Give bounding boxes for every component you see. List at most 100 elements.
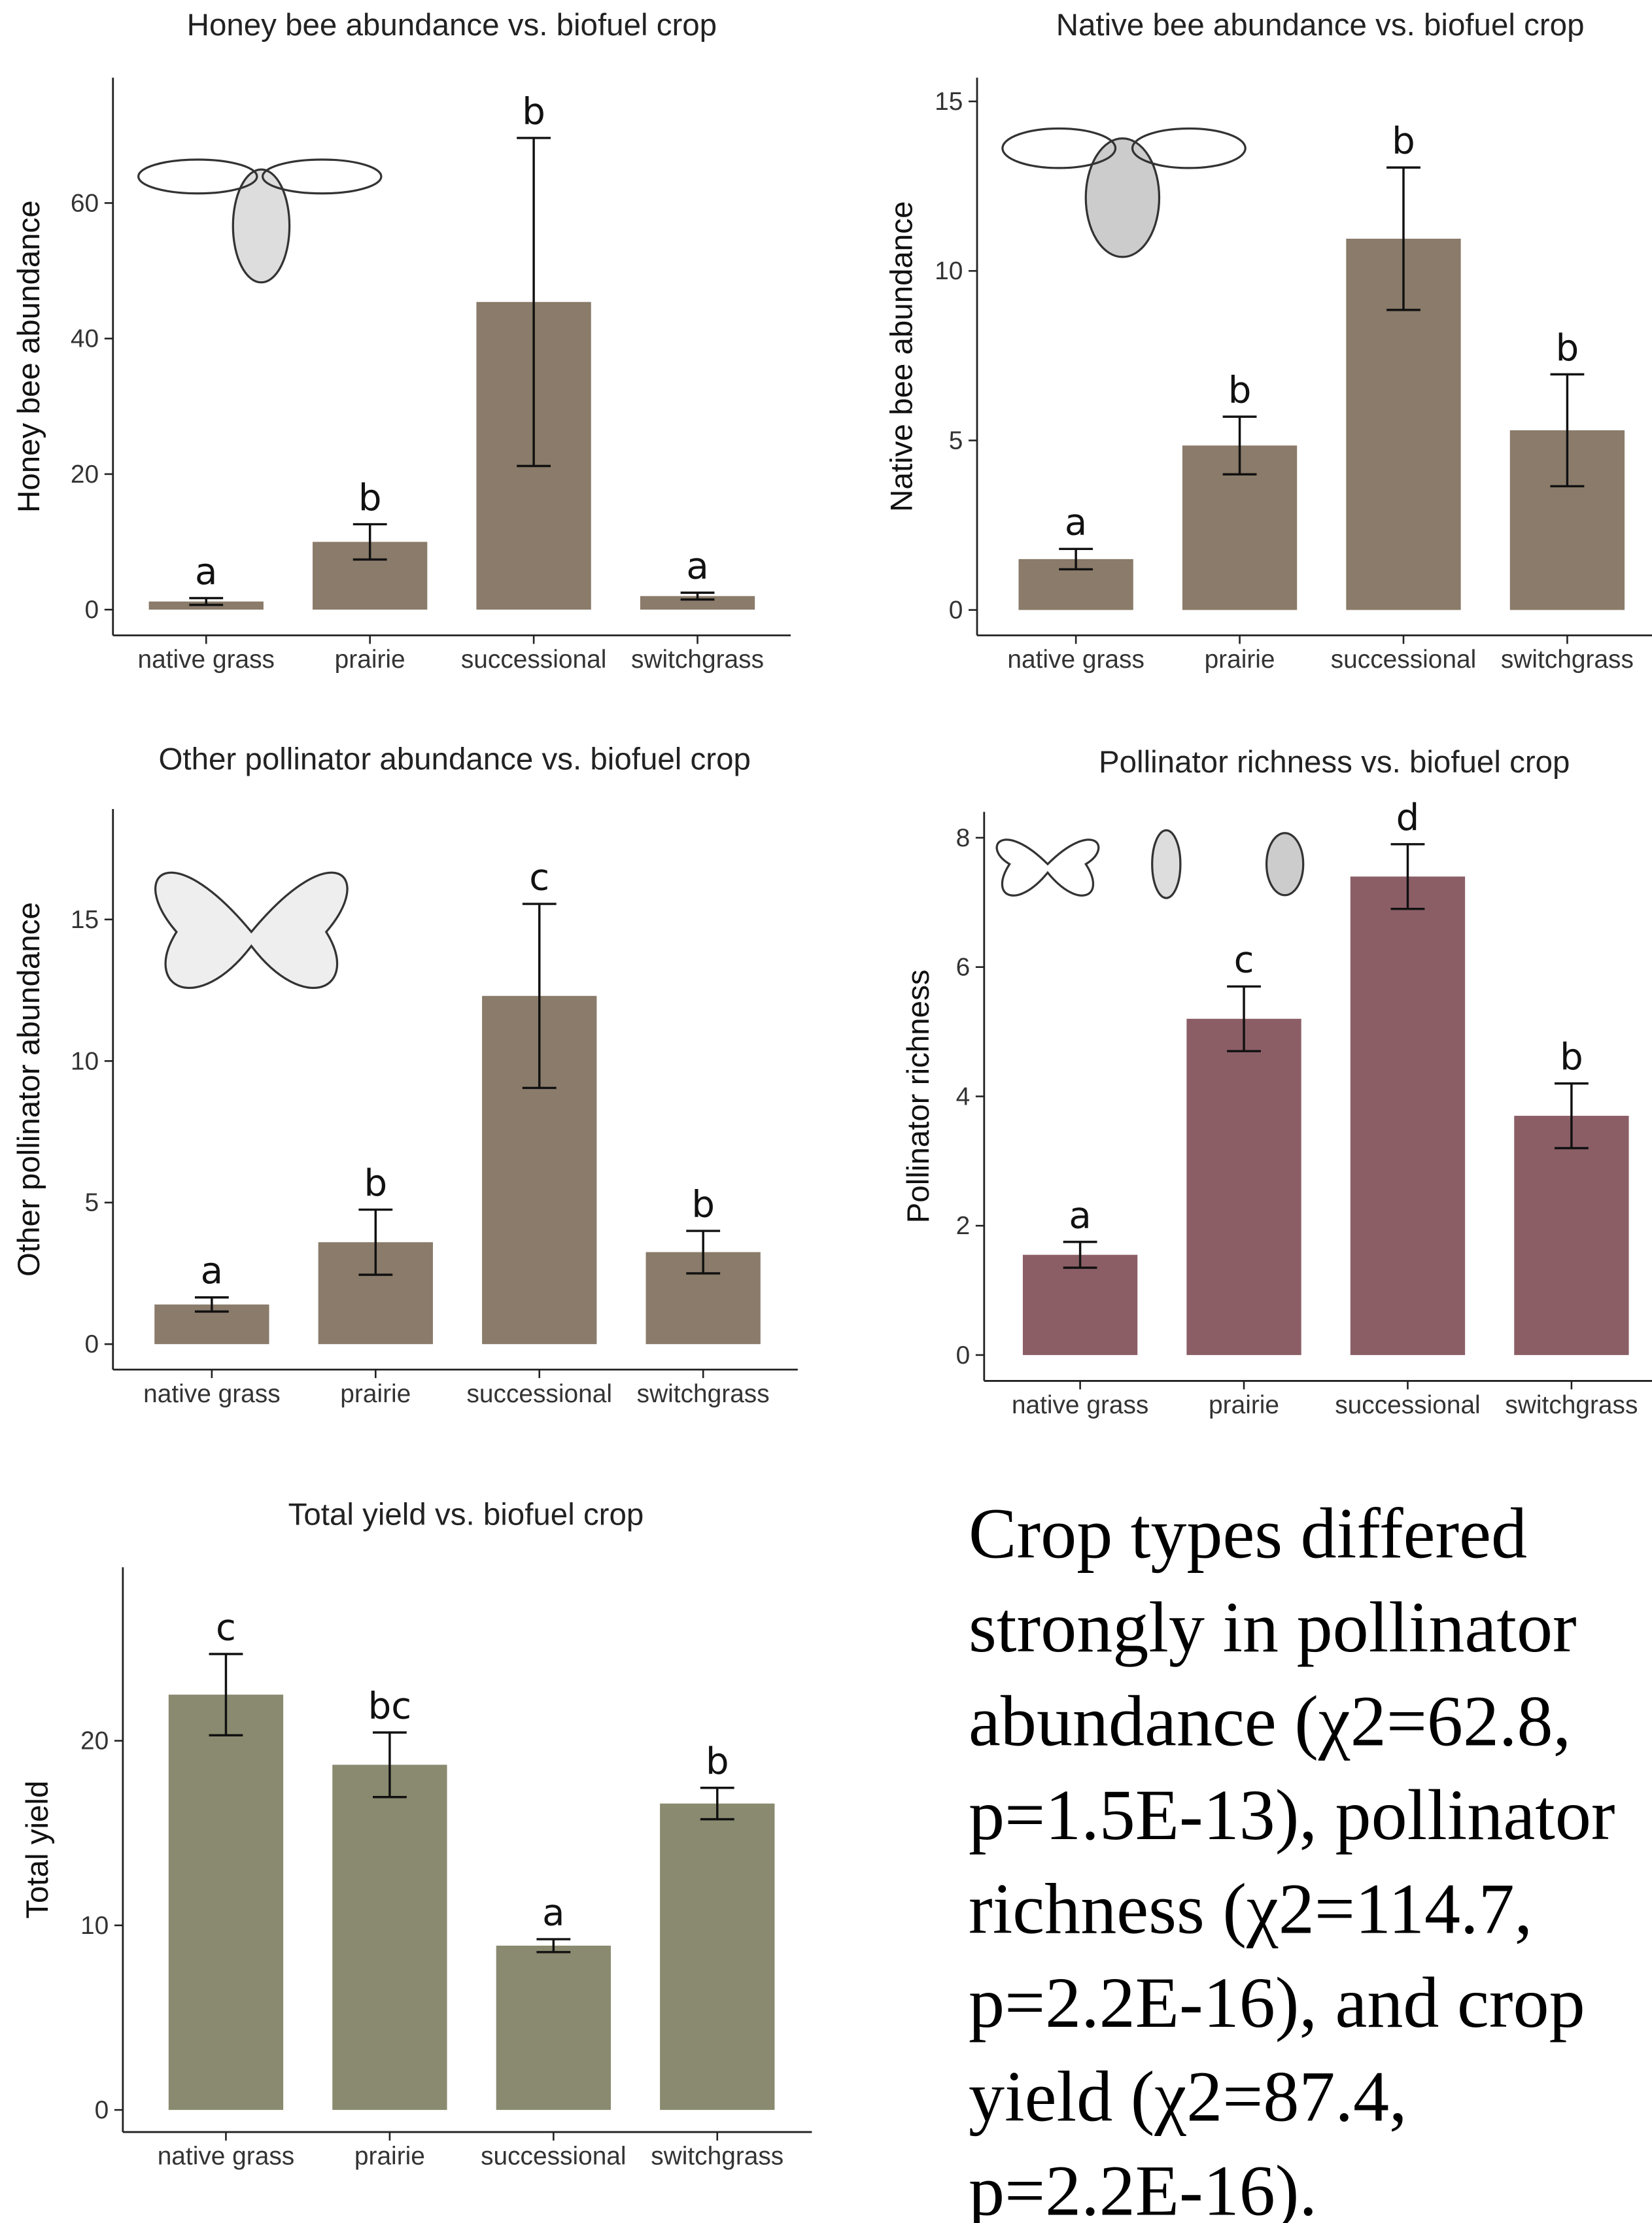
significance-letter: b [691,1183,715,1226]
caption-line: strongly in pollinator [969,1587,1577,1667]
chart-title: Honey bee abundance vs. biofuel crop [187,8,717,43]
x-tick-label: prairie [1209,1391,1279,1419]
bar [1186,1019,1301,1355]
y-axis-label: Honey bee abundance [12,200,46,513]
y-tick-label: 20 [71,460,99,489]
significance-letter: a [542,1891,564,1934]
bar [332,1765,447,2110]
y-tick-label: 15 [935,88,963,116]
chart-title: Pollinator richness vs. biofuel crop [1099,745,1570,780]
chart-panel: Native bee abundance vs. biofuel crop Nat… [884,8,1652,674]
significance-letter: c [216,1606,236,1649]
bee-wing [1132,128,1245,167]
x-tick-label: successional [461,646,606,674]
x-tick-label: successional [481,2143,626,2171]
y-tick-label: 0 [85,596,99,624]
bar [660,1804,774,2110]
significance-letter: a [195,551,217,593]
y-tick-label: 0 [95,2096,109,2124]
chart-panel: Other pollinator abundance vs. biofuel c… [12,742,798,1408]
significance-letter: bc [368,1685,411,1727]
y-axis-label: Other pollinator abundance [12,902,46,1277]
significance-letter: b [364,1162,387,1205]
butterfly-icon [156,872,347,988]
significance-letter: b [1560,1036,1583,1078]
x-tick-label: switchgrass [1505,1391,1638,1419]
y-axis-label: Pollinator richness [901,969,936,1223]
x-tick-label: switchgrass [631,646,764,674]
y-tick-label: 5 [949,426,963,455]
bar [1514,1116,1628,1355]
x-tick-label: native grass [137,646,275,674]
y-tick-label: 4 [956,1082,971,1111]
caption-line: p=2.2E-16). [969,2150,1317,2223]
x-tick-label: switchgrass [1501,646,1634,674]
x-tick-label: native grass [1012,1391,1149,1419]
x-tick-label: successional [1331,646,1476,674]
x-tick-label: native grass [1007,646,1144,674]
significance-letter: a [201,1250,223,1292]
chart-panel: Total yield vs. biofuel crop Total yield 0… [20,1498,812,2171]
chart-title: Native bee abundance vs. biofuel crop [1056,8,1585,43]
significance-letter: c [529,856,549,899]
significance-letter: b [1556,327,1579,370]
caption-line: p=1.5E-13), pollinator [969,1775,1615,1855]
significance-letter: b [358,477,382,519]
y-tick-label: 8 [956,824,971,852]
bee-wing [1003,128,1116,167]
bee-icon [1152,830,1180,898]
y-tick-label: 0 [956,1341,971,1370]
bar [496,1946,611,2110]
y-tick-label: 10 [71,1047,99,1075]
chart-title: Other pollinator abundance vs. biofuel c… [159,742,751,777]
significance-letter: d [1396,797,1420,839]
bee-icon [1267,833,1303,895]
y-tick-label: 5 [85,1189,99,1217]
bee-icon [233,169,289,283]
significance-letter: a [1069,1194,1091,1237]
bee-wing [139,160,257,194]
y-tick-label: 0 [85,1330,99,1358]
significance-letter: b [1392,120,1415,163]
x-tick-label: native grass [143,1380,281,1408]
x-tick-label: prairie [340,1380,411,1408]
y-tick-label: 2 [956,1212,971,1240]
y-tick-label: 60 [71,189,99,217]
x-tick-label: prairie [354,2143,425,2171]
x-tick-label: switchgrass [651,2143,783,2171]
y-tick-label: 0 [949,596,963,625]
x-tick-label: prairie [1205,646,1275,674]
significance-letter: b [706,1740,729,1783]
y-tick-label: 10 [935,257,963,285]
bee-wing [263,160,381,194]
y-tick-label: 40 [71,325,99,353]
y-tick-label: 10 [80,1912,109,1940]
y-axis-label: Native bee abundance [884,201,919,512]
y-tick-label: 20 [80,1727,109,1755]
x-tick-label: successional [1335,1391,1480,1419]
chart-title: Total yield vs. biofuel crop [288,1498,644,1532]
figure: Honey bee abundance vs. biofuel crop Hone… [0,0,1652,2223]
caption-line: yield (χ2=87.4, [969,2057,1407,2137]
y-axis-label: Total yield [20,1781,55,1919]
caption-line: abundance (χ2=62.8, [969,1681,1571,1761]
caption-line: richness (χ2=114.7, [969,1869,1532,1949]
x-tick-label: switchgrass [637,1380,770,1408]
page: Honey bee abundance vs. biofuel crop Hone… [0,0,1652,2223]
x-tick-label: native grass [158,2143,295,2171]
significance-letter: c [1234,939,1254,982]
y-tick-label: 15 [71,906,99,934]
y-tick-label: 6 [956,954,971,982]
x-tick-label: successional [466,1380,611,1408]
bee-icon [1086,139,1159,257]
x-tick-label: prairie [335,646,405,674]
significance-letter: b [522,90,545,133]
caption-line: Crop types differed [969,1493,1527,1573]
significance-letter: a [686,545,708,588]
caption-line: p=2.2E-16), and crop [969,1963,1585,2042]
butterfly-icon [997,840,1099,895]
significance-letter: a [1065,502,1087,544]
chart-panel: Honey bee abundance vs. biofuel crop Hone… [12,8,791,674]
bar [1023,1255,1137,1355]
significance-letter: b [1228,370,1252,412]
